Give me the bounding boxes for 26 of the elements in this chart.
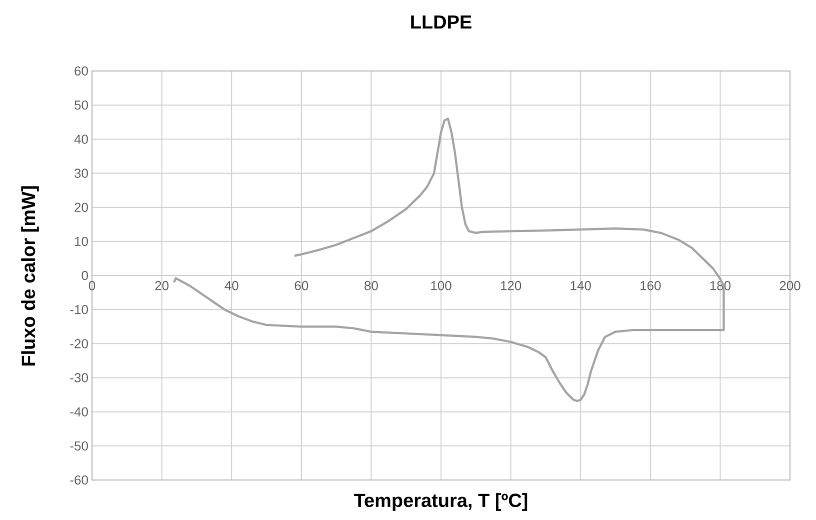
y-tick-label: 10 [75,236,88,246]
x-tick-label: 120 [500,281,522,290]
y-tick-label: -60 [70,475,88,485]
y-tick-label: 20 [74,202,88,212]
chart-title: LLDPE [411,15,472,29]
x-tick-label: 20 [155,281,169,290]
x-tick-label: 140 [570,281,591,290]
x-axis-title: Temperatura, T [ºC] [354,493,528,511]
x-tick-label: 100 [431,281,452,290]
y-tick-label: 60 [74,66,88,76]
y-tick-label: 0 [82,270,88,280]
y-tick-label: -40 [70,407,88,416]
x-tick-label: 60 [294,281,308,290]
y-tick-label: -30 [70,373,88,382]
y-tick-label: 50 [74,100,88,110]
x-tick-label: 160 [640,281,661,290]
y-tick-label: -10 [70,304,88,314]
x-tick-label: 40 [224,281,238,290]
y-tick-label: -20 [70,339,88,348]
y-tick-label: -50 [70,441,88,451]
x-tick-label: 200 [780,281,800,290]
x-tick-label: 80 [364,281,378,290]
y-tick-label: 30 [74,168,88,178]
x-tick-label: 0 [88,281,96,290]
y-axis-title: Fluxo de calor [mW] [21,186,39,366]
y-tick-label: 40 [74,134,88,144]
